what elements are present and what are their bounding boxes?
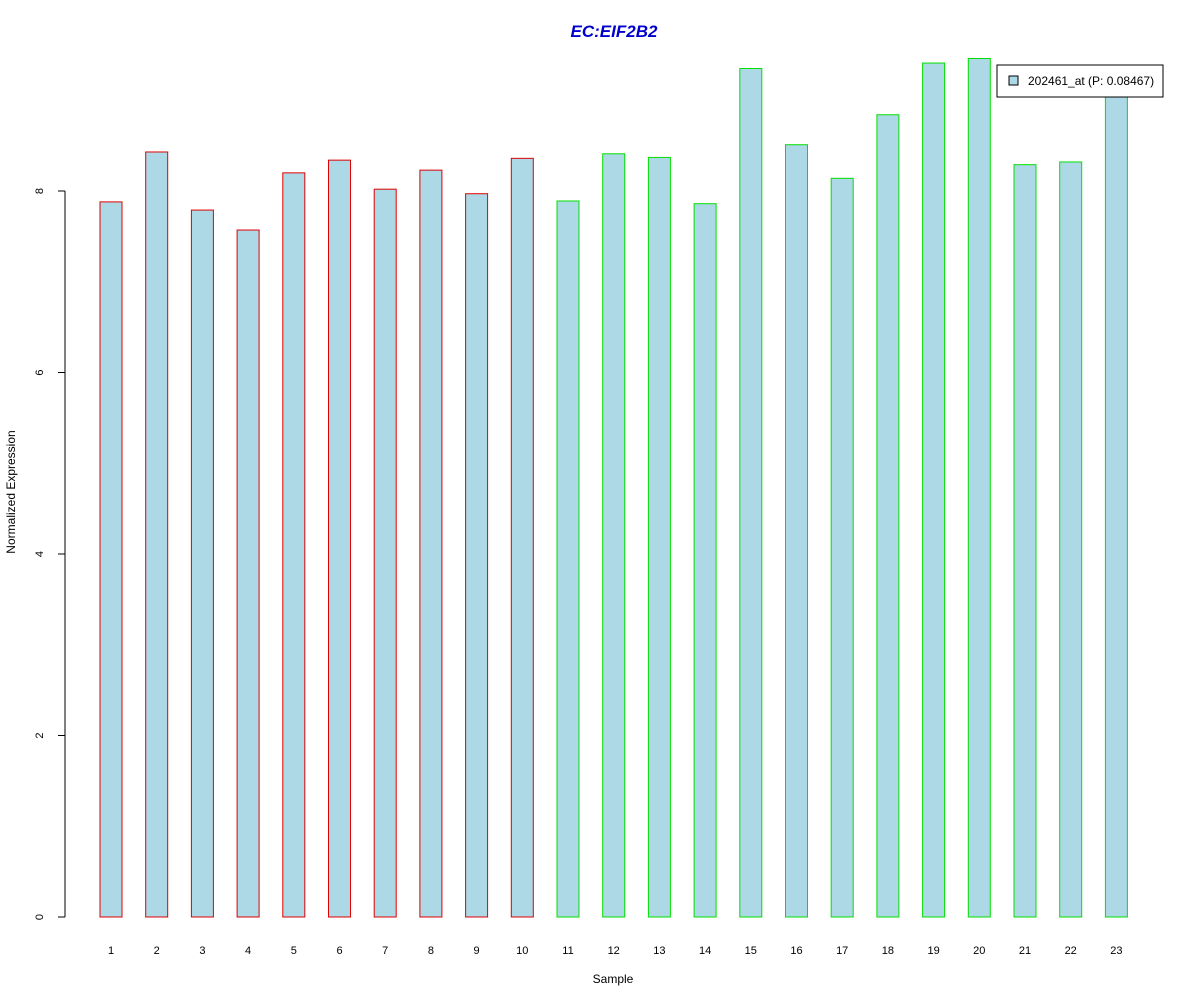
bar-sample-12 [602,153,626,918]
y-tick-label: 8 [34,188,46,194]
y-tick-label: 4 [34,551,46,557]
bar-sample-21 [1013,164,1037,918]
x-tick-label: 9 [474,945,480,957]
x-tick-label: 23 [1110,945,1122,957]
bar-sample-15 [739,67,763,918]
legend-label: 202461_at (P: 0.08467) [1028,74,1154,88]
x-tick-label: 8 [428,945,434,957]
x-tick-label: 10 [516,945,528,957]
bar-sample-18 [876,114,900,918]
bar-sample-4 [236,229,260,918]
y-tick-label: 6 [34,369,46,375]
bar-sample-2 [145,151,169,918]
legend-box [996,64,1164,98]
bar-sample-20 [967,58,991,918]
bar-sample-14 [693,203,717,918]
bar-sample-1 [99,201,123,918]
x-tick-label: 15 [745,945,757,957]
x-tick-label: 6 [336,945,342,957]
x-tick-label: 14 [699,945,711,957]
x-tick-label: 16 [790,945,802,957]
y-tick-label: 2 [34,732,46,738]
bar-sample-9 [465,193,489,918]
bar-sample-8 [419,169,443,918]
x-tick-label: 22 [1065,945,1077,957]
x-tick-label: 3 [199,945,205,957]
bar-sample-19 [922,62,946,918]
x-tick-label: 12 [608,945,620,957]
y-axis: 0 2 4 6 8 [34,188,66,920]
bar-sample-7 [373,188,397,918]
x-tick-label: 20 [973,945,985,957]
x-tick-label: 13 [653,945,665,957]
bar-sample-13 [647,156,671,918]
chart-title: EC:EIF2B2 [571,22,658,41]
legend-swatch [1008,75,1019,86]
y-axis-label: Normalized Expression [4,430,18,553]
bars [99,58,1128,918]
x-tick-label: 4 [245,945,251,957]
x-tick-label: 1 [108,945,114,957]
bar-sample-3 [190,209,214,918]
x-tick-label: 5 [291,945,297,957]
y-tick-label: 0 [34,914,46,920]
x-axis-tick-labels: 1 2 3 4 5 6 7 8 9 10 11 12 13 14 15 16 17 18 19 20 21 22 23 [108,945,1123,957]
bar-sample-16 [785,144,808,918]
legend: 202461_at (P: 0.08467) [996,64,1164,98]
x-axis-label: Sample [593,972,634,986]
x-tick-label: 17 [836,945,848,957]
x-tick-label: 19 [927,945,939,957]
bar-sample-22 [1059,161,1083,918]
bar-sample-11 [556,200,580,918]
x-tick-label: 18 [882,945,894,957]
x-tick-label: 7 [382,945,388,957]
bar-sample-17 [830,177,854,918]
bar-sample-6 [328,159,351,918]
bar-sample-5 [282,172,306,918]
x-tick-label: 2 [154,945,160,957]
bar-sample-23 [1104,92,1128,918]
x-tick-label: 21 [1019,945,1031,957]
x-tick-label: 11 [562,945,573,957]
bar-sample-10 [510,157,534,918]
